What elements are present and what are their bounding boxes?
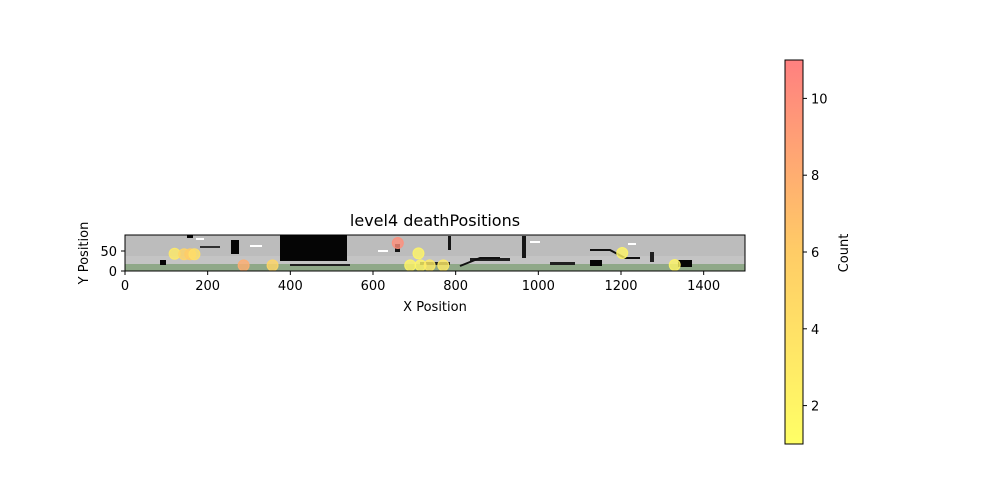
scatter-point — [237, 259, 250, 272]
chart-title: level4 deathPositions — [350, 211, 520, 230]
x-tick-label: 800 — [443, 279, 468, 294]
x-axis: 0 200 400 600 800 1000 1200 1400 — [121, 271, 720, 294]
colorbar-label: Count — [837, 234, 852, 273]
scatter-point — [616, 247, 629, 259]
x-tick-label: 1200 — [604, 279, 637, 294]
x-axis-label: X Position — [403, 300, 467, 315]
colorbar — [784, 59, 804, 445]
x-tick-label: 0 — [121, 279, 129, 294]
scatter-point — [668, 259, 681, 271]
colorbar-tick-label: 8 — [811, 169, 819, 184]
scatter-point — [423, 259, 436, 272]
scatter-point — [437, 259, 450, 272]
colorbar-tick-label: 2 — [811, 400, 819, 415]
scatter-point — [412, 247, 425, 260]
x-tick-label: 1000 — [522, 279, 555, 294]
x-tick-label: 1400 — [687, 279, 720, 294]
x-tick-label: 200 — [195, 279, 220, 294]
colorbar-ticks: 2 4 6 8 10 — [803, 92, 828, 415]
scatter-point — [391, 237, 404, 249]
scatter-point — [266, 259, 279, 272]
colorbar-tick-label: 6 — [811, 246, 819, 261]
plot-frame — [124, 234, 746, 272]
x-tick-label: 600 — [361, 279, 386, 294]
y-axis-label: Y Position — [77, 222, 92, 286]
scatter-point — [404, 259, 417, 272]
colorbar-tick-label: 10 — [811, 92, 828, 107]
scatter-point — [188, 248, 201, 261]
colorbar-tick-label: 4 — [811, 323, 819, 338]
y-tick-label: 50 — [100, 245, 117, 260]
y-axis: 050 — [100, 245, 125, 280]
x-tick-label: 400 — [278, 279, 303, 294]
y-tick-label: 0 — [109, 265, 117, 280]
